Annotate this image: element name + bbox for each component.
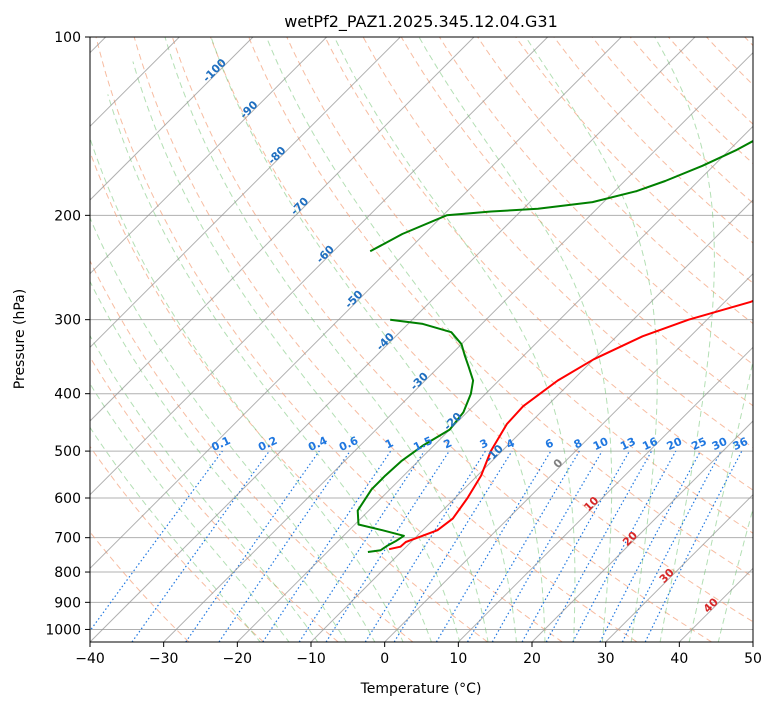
- isotherm: [90, 37, 475, 422]
- x-tick-label: −40: [75, 651, 105, 667]
- isotherm: [531, 420, 753, 642]
- dewpoint-upper-line: [369, 139, 753, 253]
- y-tick-label: 200: [54, 208, 81, 224]
- mixing-ratio-line: [131, 450, 270, 642]
- isotherm: [90, 37, 549, 496]
- mixing-ratio-label: 13: [618, 435, 637, 453]
- y-tick-label: 600: [54, 491, 81, 507]
- isotherm: [90, 37, 622, 570]
- mixing-ratio-label: 25: [689, 435, 708, 453]
- isobar-gridlines: [90, 37, 753, 630]
- isotherm: [605, 493, 753, 642]
- mixing-ratio-label: 36: [731, 435, 751, 453]
- isotherm: [457, 346, 753, 642]
- y-tick-label: 300: [54, 313, 81, 329]
- mixing-ratio-line: [393, 450, 513, 642]
- y-tick-label: 700: [54, 531, 81, 547]
- dry-adiabat: [90, 259, 414, 642]
- mixing-ratio-lines: [90, 450, 743, 642]
- x-tick-label: 0: [380, 651, 389, 667]
- dry-adiabat: [133, 37, 638, 642]
- x-axis: −40 −30 −20 −10 0 10 20 30 40 50: [75, 642, 762, 667]
- x-tick-label: 10: [449, 651, 467, 667]
- isotherm: [384, 272, 753, 642]
- sounding-series: [356, 139, 753, 553]
- isotherm: [163, 51, 753, 642]
- mixing-ratio-line: [185, 450, 320, 642]
- moist-adiabat: [132, 61, 461, 642]
- mixing-ratio-line: [218, 450, 351, 642]
- moist-adiabat: [164, 37, 489, 642]
- dry-adiabat: [591, 37, 753, 204]
- mixing-ratio-line: [466, 450, 580, 642]
- isotherm: [236, 125, 753, 642]
- mixing-ratio-line: [435, 450, 552, 642]
- dry-adiabat: [477, 37, 753, 325]
- y-tick-label: 900: [54, 595, 81, 611]
- mixing-ratio-line: [572, 450, 677, 642]
- x-tick-label: −20: [223, 651, 253, 667]
- mixing-ratio-line: [491, 450, 603, 642]
- mixing-ratio-line: [90, 450, 223, 632]
- dry-adiabats: [90, 37, 753, 642]
- temperature-line: [388, 299, 753, 551]
- moist-adiabat: [107, 94, 432, 642]
- moist-adiabat: [90, 280, 347, 642]
- moist-adiabat: [265, 37, 546, 642]
- mixing-ratio-label: 20: [665, 435, 685, 453]
- x-tick-label: 40: [670, 651, 688, 667]
- dry-adiabat: [90, 445, 264, 642]
- dry-adiabat: [515, 37, 753, 284]
- dry-adiabat: [171, 37, 712, 642]
- y-tick-label: 500: [54, 444, 81, 460]
- moist-adiabat: [688, 358, 753, 642]
- y-axis: 1000 900 800 700 600 500 400 300 200 100: [45, 30, 90, 638]
- mixing-ratio-line: [521, 450, 631, 642]
- dewpoint-line: [356, 318, 475, 553]
- mixing-ratio-label: 30: [710, 435, 730, 453]
- y-tick-label: 800: [54, 565, 81, 581]
- isotherm: [310, 199, 753, 642]
- dry-adiabat: [324, 37, 753, 491]
- dry-adiabat: [629, 37, 753, 165]
- dry-adiabat: [210, 37, 753, 623]
- moist-adiabat: [717, 507, 753, 642]
- plot-frame: [89, 36, 754, 643]
- moist-adiabat: [210, 37, 518, 642]
- y-axis-label: Pressure (hPa): [12, 289, 28, 389]
- mixing-ratio-label: 10: [591, 435, 611, 453]
- x-tick-label: 20: [523, 651, 541, 667]
- isotherm: [90, 37, 401, 349]
- isotherm: [90, 37, 254, 201]
- x-tick-label: 30: [597, 651, 615, 667]
- dry-adiabat: [95, 37, 563, 642]
- x-axis-label: Temperature (°C): [360, 681, 482, 697]
- moist-adiabat: [90, 426, 261, 642]
- dry-adiabat: [248, 37, 753, 578]
- y-tick-label: 1000: [45, 622, 81, 638]
- moist-adiabat: [525, 37, 658, 642]
- isotherm: [90, 37, 328, 275]
- x-tick-label: −10: [296, 651, 326, 667]
- moist-adiabat: [654, 37, 715, 642]
- x-tick-label: 50: [744, 651, 762, 667]
- mixing-ratio-line: [364, 450, 486, 642]
- isotherm-gridlines: [90, 37, 753, 642]
- y-tick-label: 100: [54, 30, 81, 46]
- mixing-ratio-label: 16: [640, 435, 660, 453]
- chart-title: wetPf2_PAZ1.2025.345.12.04.G31: [284, 12, 558, 32]
- dry-adiabat: [400, 37, 753, 407]
- moist-adiabat: [333, 37, 576, 642]
- y-tick-label: 400: [54, 387, 81, 403]
- isotherm: [90, 37, 696, 642]
- x-tick-label: −30: [149, 651, 179, 667]
